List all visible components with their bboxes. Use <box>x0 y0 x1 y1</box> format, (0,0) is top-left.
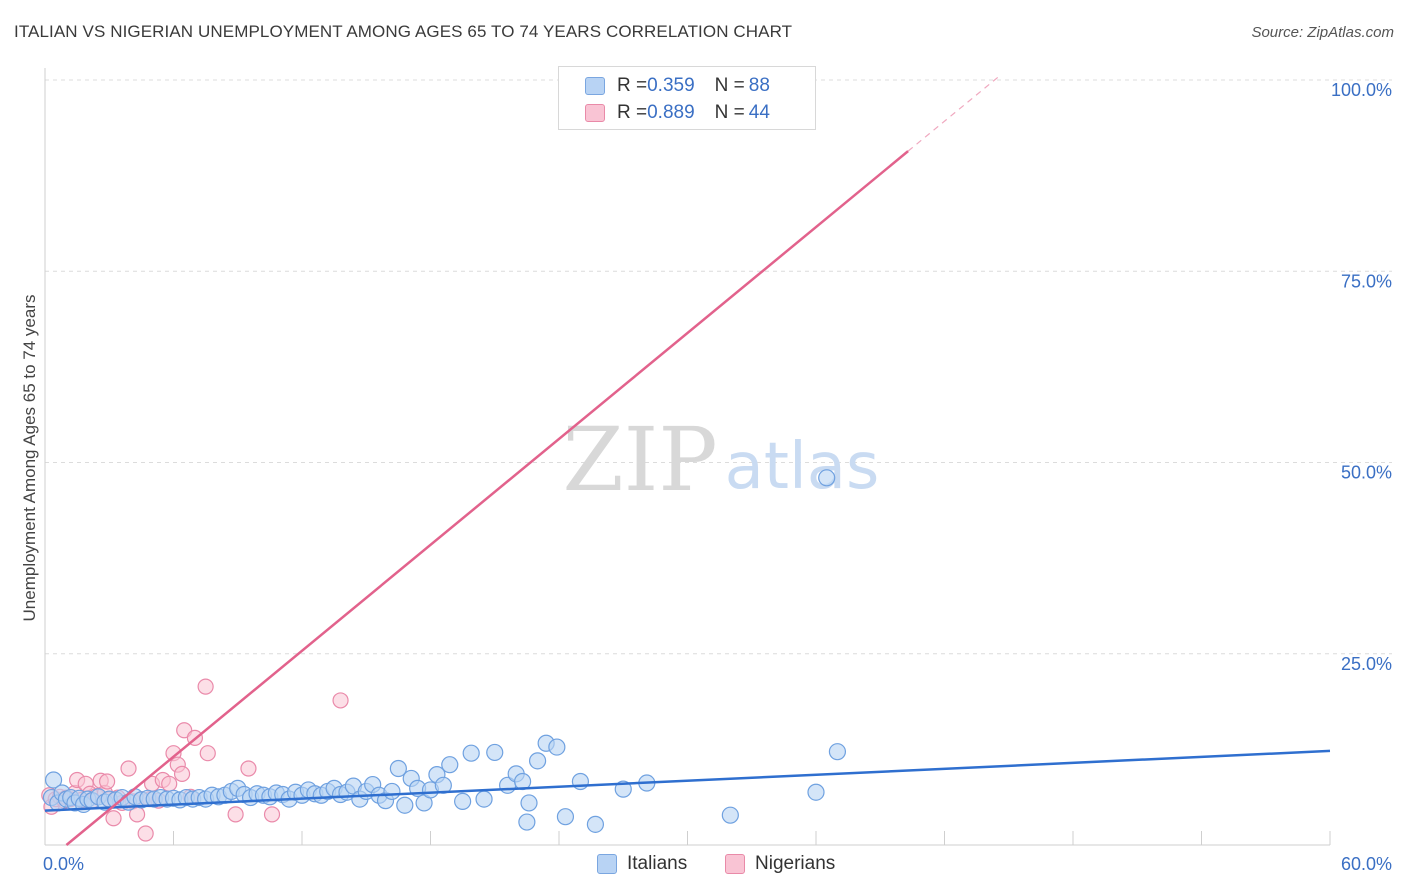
nigerian-point <box>197 678 214 695</box>
italians-swatch <box>585 77 605 95</box>
legend-label-italians: Italians <box>627 853 688 874</box>
italian-point <box>520 794 538 812</box>
legend-r-label: R = <box>617 102 648 123</box>
legend-row-italians: R = 0.359 N = 88 <box>585 75 770 97</box>
italian-point <box>807 783 825 801</box>
nigerian-point <box>99 773 116 790</box>
y-tick-label: 75.0% <box>1341 271 1392 291</box>
gridlines <box>45 79 1392 655</box>
italians-legend-swatch <box>597 854 617 874</box>
nigerian-point <box>240 760 257 777</box>
legend-r-value: 0.359 <box>647 75 695 96</box>
watermark-zip: ZIP <box>562 408 717 511</box>
italian-point <box>441 756 459 774</box>
legend-r-value: 0.889 <box>647 102 695 123</box>
x-tick-label-max: 60.0% <box>1341 854 1392 874</box>
nigerian-point <box>137 825 154 842</box>
italian-point <box>383 782 401 801</box>
nigerians-trend-extension <box>907 74 1001 152</box>
nigerian-point <box>332 692 349 709</box>
nigerians-legend-swatch <box>725 854 745 874</box>
chart-title: ITALIAN VS NIGERIAN UNEMPLOYMENT AMONG A… <box>14 22 793 41</box>
nigerian-point <box>227 806 244 823</box>
italian-point <box>44 771 63 789</box>
x-tick-labels: 0.0% 60.0% <box>43 854 1392 874</box>
italian-point <box>828 743 847 761</box>
y-tick-labels: 25.0% 50.0% 75.0% 100.0% <box>1331 80 1392 674</box>
italian-point <box>389 759 407 778</box>
x-tick-label-min: 0.0% <box>43 854 84 874</box>
legend-n-label: N = <box>714 75 745 96</box>
nigerians-swatch <box>585 104 605 122</box>
legend-n-label: N = <box>714 102 745 123</box>
italian-point <box>486 743 504 762</box>
legend-item-nigerians[interactable]: Nigerians <box>725 852 835 876</box>
trend-lines <box>44 74 1331 846</box>
italian-point <box>475 790 493 808</box>
nigerian-point <box>173 765 191 782</box>
nigerian-point <box>105 810 122 827</box>
nigerian-point <box>199 745 216 762</box>
legend-row-nigerians: R = 0.889 N = 44 <box>585 102 770 124</box>
watermark-atlas: atlas <box>725 430 880 504</box>
italian-point <box>818 469 836 487</box>
nigerians-trend-line <box>65 150 909 846</box>
nigerian-point <box>120 760 137 777</box>
italian-point <box>556 808 575 826</box>
italian-point <box>396 796 414 814</box>
italian-point <box>721 806 739 824</box>
source-label: Source: ZipAtlas.com <box>1251 24 1394 41</box>
italian-point <box>586 815 605 833</box>
y-axis-label: Unemployment Among Ages 65 to 74 years <box>20 294 39 622</box>
italian-point <box>462 744 480 762</box>
nigerian-point <box>263 806 281 823</box>
italian-point <box>528 752 547 770</box>
legend-item-italians[interactable]: Italians <box>597 852 687 876</box>
y-tick-label: 100.0% <box>1331 80 1392 100</box>
italian-point <box>434 776 452 794</box>
correlation-legend: R = 0.359 N = 88 R = 0.889 N = 44 <box>558 66 816 130</box>
italian-point <box>548 738 566 756</box>
italians-trend-line <box>44 749 1331 812</box>
legend-n-value: 88 <box>748 75 770 96</box>
axes <box>44 68 1331 846</box>
y-tick-label: 25.0% <box>1341 654 1392 674</box>
legend-label-nigerians: Nigerians <box>755 853 836 874</box>
legend-r-label: R = <box>617 75 648 96</box>
italian-point <box>454 792 472 810</box>
italian-point <box>518 813 536 831</box>
legend-n-value: 44 <box>748 102 770 123</box>
nigerian-point <box>161 775 178 792</box>
y-tick-label: 50.0% <box>1341 463 1392 483</box>
